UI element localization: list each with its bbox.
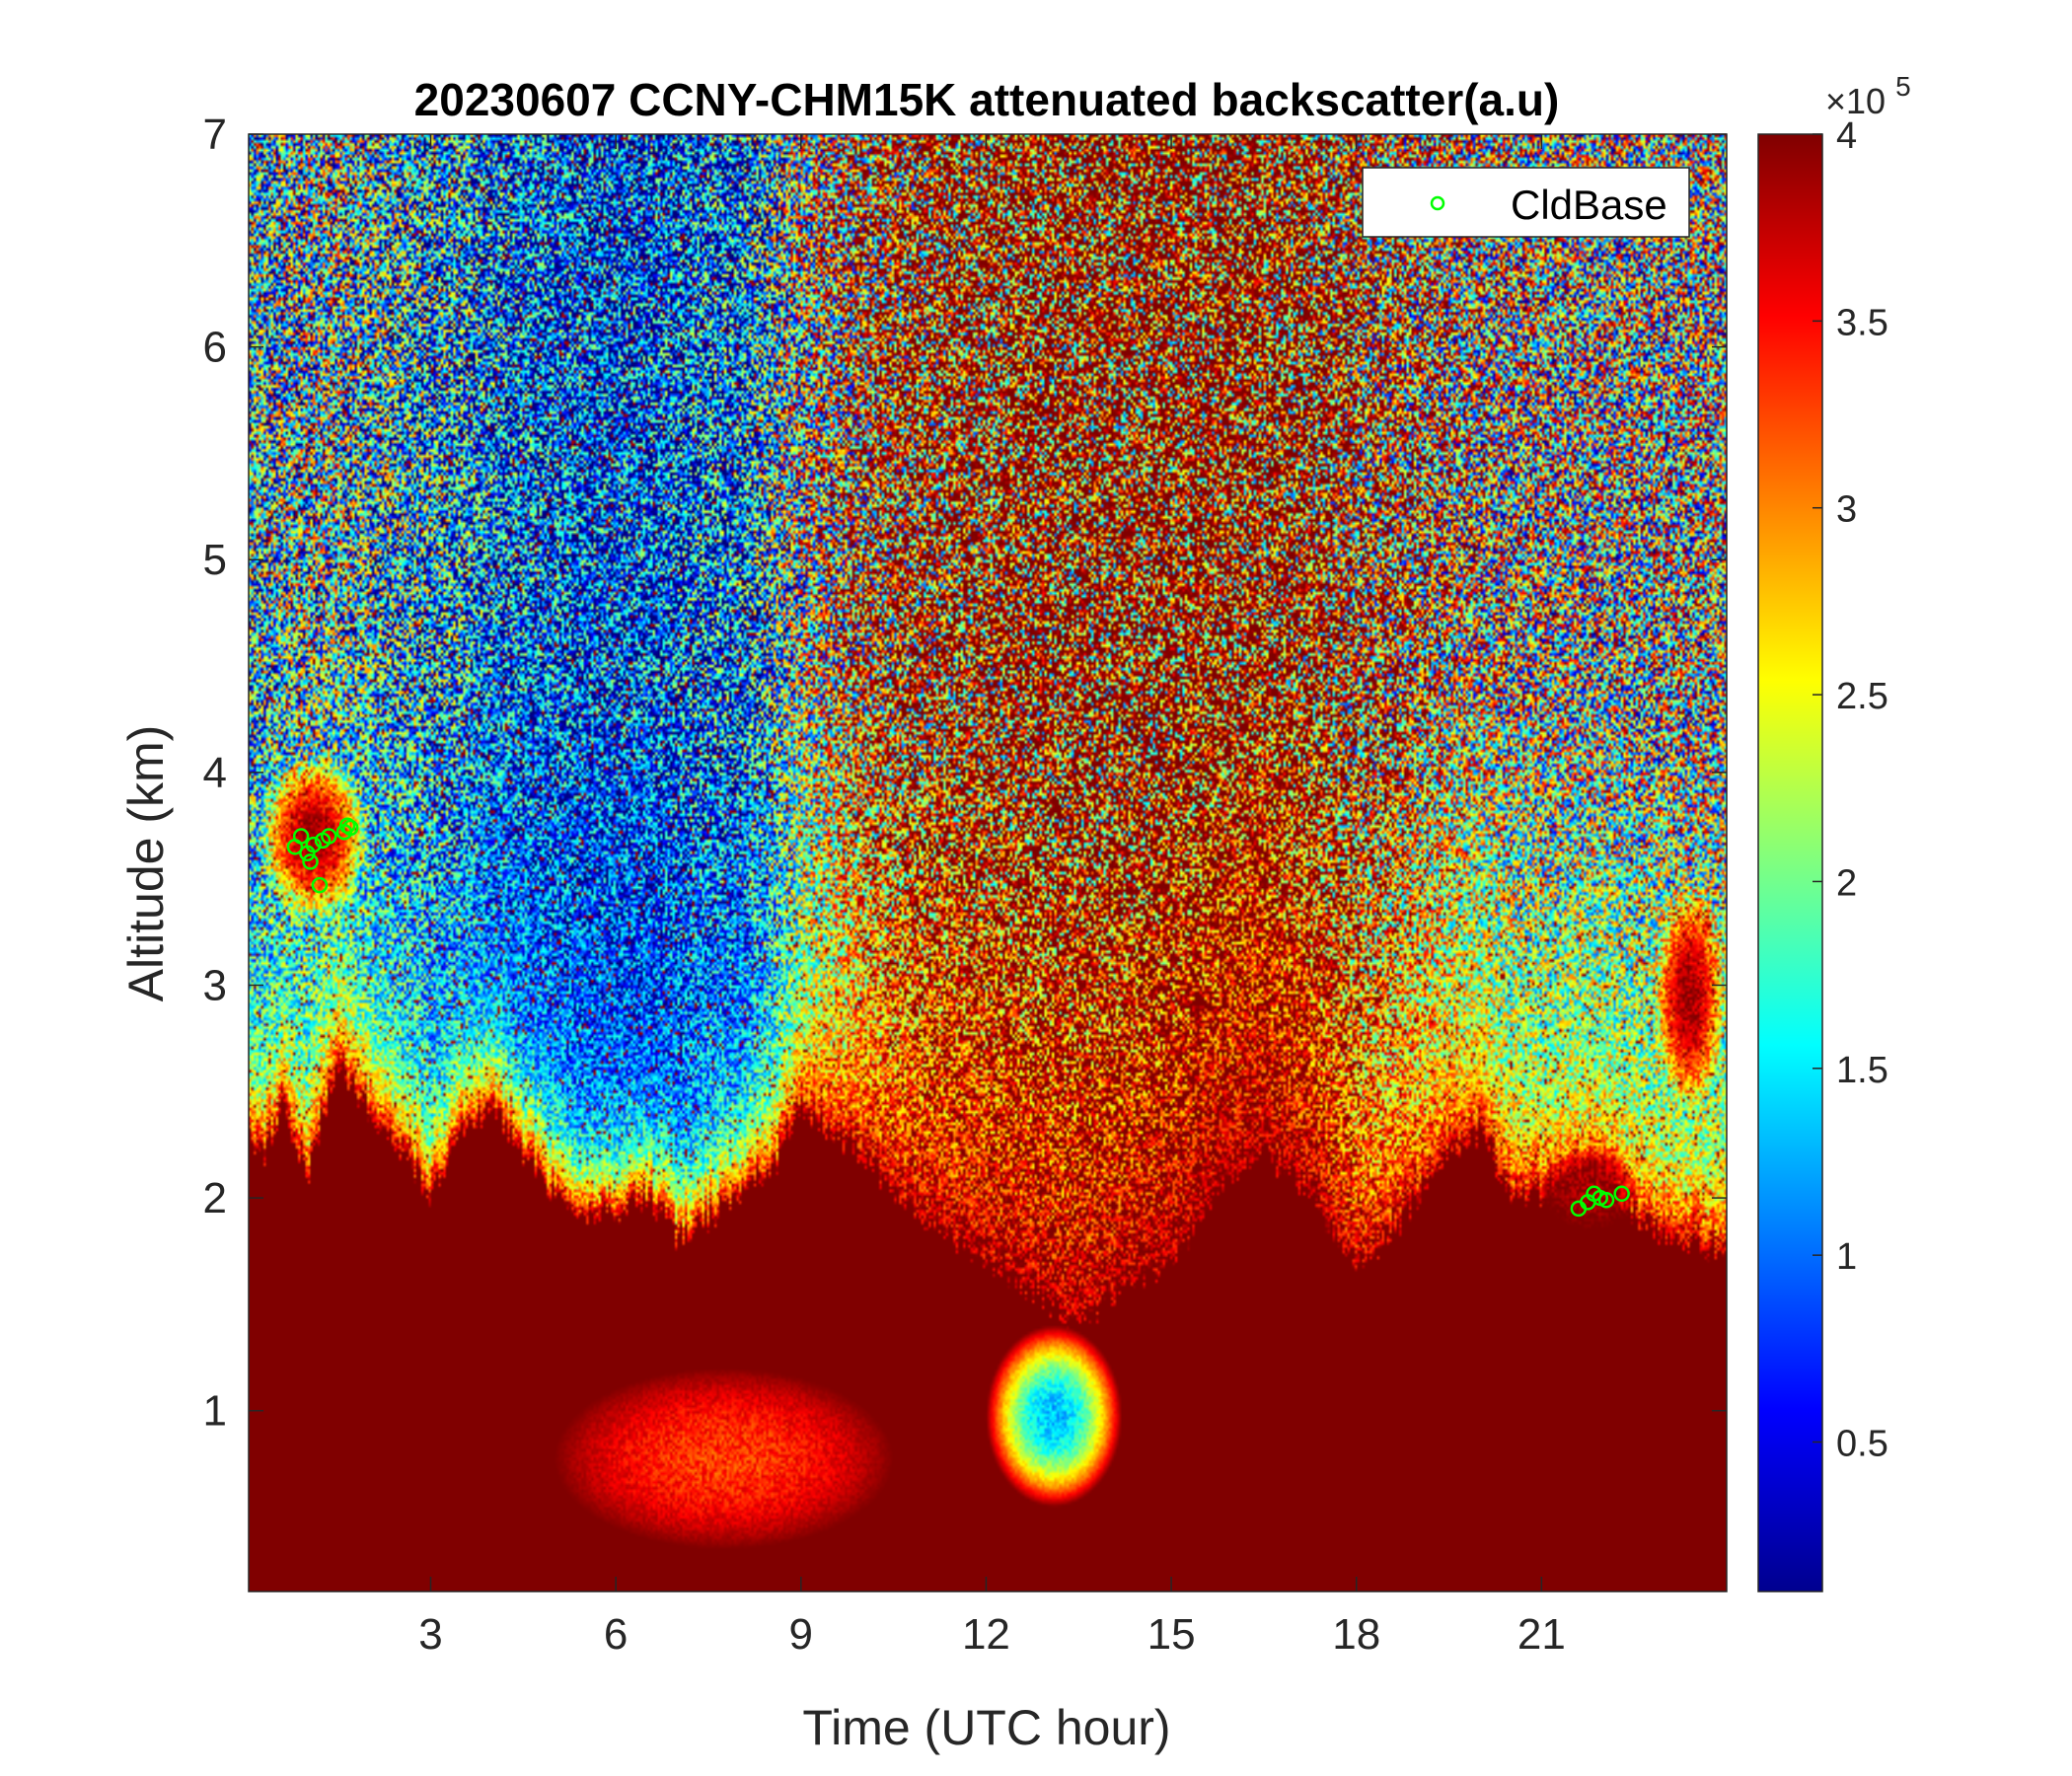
colorbar-multiplier: ×10 5 [1825,71,1911,121]
legend-marker-icon [1430,195,1445,211]
x-tick-label: 18 [1332,1610,1380,1659]
colorbar: 0.5 1 1.5 2 2.5 3 3.5 4 ×10 5 [1757,71,1911,1592]
x-tick-label: 12 [962,1610,1010,1659]
y-tick-label: 7 [203,111,227,159]
chart-title: 20230607 CCNY-CHM15K attenuated backscat… [414,74,1560,125]
x-axis-label: Time (UTC hour) [802,1700,1170,1755]
cloud-base-marker [321,828,337,845]
x-axis: 3 6 9 12 15 18 21 [418,134,1566,1659]
colorbar-multiplier-base: ×10 [1825,81,1886,121]
x-tick-label: 3 [418,1610,442,1659]
cloud-base-marker [311,876,329,894]
heatmap-image [249,134,1727,1591]
x-tick-label: 15 [1147,1610,1196,1659]
colorbar-tick-label: 2 [1836,862,1857,904]
y-tick-label: 3 [203,961,227,1009]
cloud-base-marker [1597,1192,1615,1209]
cloud-base-marker [1613,1185,1630,1203]
y-tick-label: 2 [203,1174,227,1222]
colorbar-tick-label: 4 [1836,115,1857,157]
colorbar-tick-label: 3 [1836,489,1857,531]
cloud-base-marker [341,819,359,837]
y-axis: 1 2 3 4 5 6 7 [203,111,1727,1436]
x-tick-label: 21 [1517,1610,1566,1659]
y-axis-label: Altitude (km) [118,725,174,1002]
y-tick-label: 5 [203,536,227,584]
cloud-base-markers [286,817,1630,1218]
colorbar-tick-label: 2.5 [1836,676,1888,717]
colorbar-gradient [1757,133,1823,1592]
colorbar-tick-label: 3.5 [1836,302,1888,343]
x-tick-label: 6 [604,1610,628,1659]
colorbar-tick-label: 0.5 [1836,1424,1888,1465]
legend: CldBase [1362,167,1690,238]
y-tick-label: 4 [203,749,227,797]
cloud-base-marker [292,828,310,845]
cloud-base-marker [302,853,319,870]
colorbar-tick-label: 1 [1836,1236,1857,1278]
colorbar-tick-label: 1.5 [1836,1050,1888,1091]
legend-box [1362,167,1690,238]
y-tick-label: 6 [203,324,227,372]
colorbar-ticks: 0.5 1 1.5 2 2.5 3 3.5 4 [1813,115,1888,1465]
legend-label: CldBase [1511,182,1667,228]
x-tick-label: 9 [789,1610,813,1659]
plot-frame [248,133,1728,1592]
colorbar-multiplier-exponent: 5 [1895,71,1911,102]
y-tick-label: 1 [203,1387,227,1436]
cloud-base-marker [305,836,322,853]
